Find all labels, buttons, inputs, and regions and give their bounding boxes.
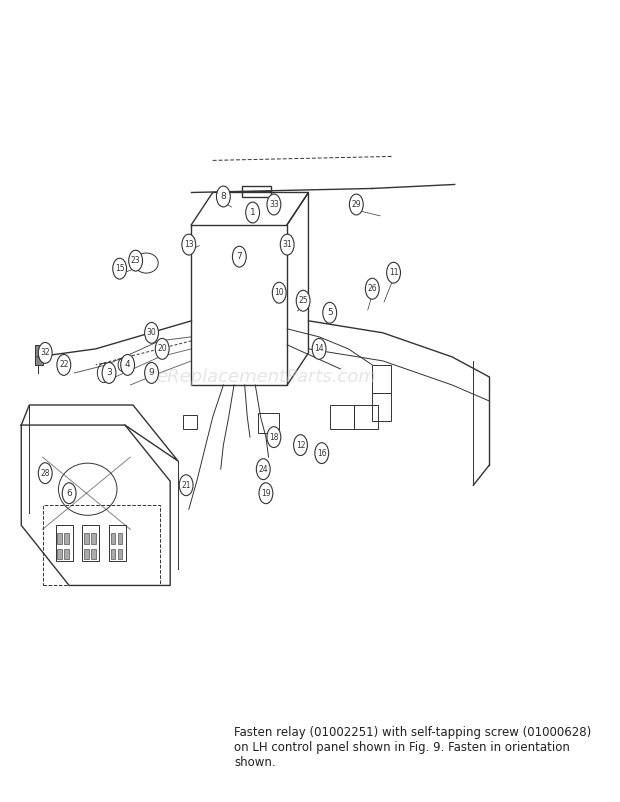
Circle shape xyxy=(315,443,329,464)
Circle shape xyxy=(259,483,273,504)
Text: 21: 21 xyxy=(182,480,191,490)
Text: 20: 20 xyxy=(157,344,167,354)
Circle shape xyxy=(365,278,379,299)
Text: 10: 10 xyxy=(275,288,284,298)
Circle shape xyxy=(144,363,159,383)
Text: 6: 6 xyxy=(66,488,72,498)
Circle shape xyxy=(144,322,159,343)
Circle shape xyxy=(267,427,281,448)
Circle shape xyxy=(296,290,310,311)
Bar xyxy=(84,533,89,544)
Text: 7: 7 xyxy=(236,252,242,261)
Bar xyxy=(118,533,122,544)
Text: 5: 5 xyxy=(327,308,332,318)
Circle shape xyxy=(280,234,294,255)
Text: 4: 4 xyxy=(125,360,130,370)
Bar xyxy=(372,393,391,421)
Bar xyxy=(353,405,378,429)
Circle shape xyxy=(38,342,52,363)
Bar xyxy=(64,533,69,544)
Text: 33: 33 xyxy=(269,200,279,209)
Text: 18: 18 xyxy=(269,432,278,442)
Text: 3: 3 xyxy=(106,368,112,378)
Circle shape xyxy=(323,302,337,323)
Bar xyxy=(330,405,353,429)
Text: Fasten relay (01002251) with self-tapping screw (01000628)
on LH control panel s: Fasten relay (01002251) with self-tappin… xyxy=(234,726,591,769)
Bar xyxy=(58,533,62,544)
Bar xyxy=(82,525,99,561)
Text: 9: 9 xyxy=(149,368,154,378)
Text: 16: 16 xyxy=(317,448,327,458)
Bar xyxy=(118,549,122,559)
Bar xyxy=(372,365,391,393)
Text: 11: 11 xyxy=(389,268,398,277)
Circle shape xyxy=(216,186,230,207)
Circle shape xyxy=(129,250,143,271)
Bar xyxy=(242,186,271,197)
Circle shape xyxy=(312,338,326,359)
Text: 28: 28 xyxy=(40,468,50,478)
Bar xyxy=(258,413,279,433)
Circle shape xyxy=(38,463,52,484)
Bar xyxy=(91,549,95,559)
Circle shape xyxy=(102,363,116,383)
Circle shape xyxy=(272,282,286,303)
Text: 31: 31 xyxy=(282,240,292,249)
Text: 24: 24 xyxy=(259,464,268,474)
Circle shape xyxy=(57,354,71,375)
Text: 1: 1 xyxy=(250,208,255,217)
Text: 15: 15 xyxy=(115,264,125,273)
Text: 30: 30 xyxy=(147,328,156,338)
Text: 12: 12 xyxy=(296,440,305,450)
Text: eReplacementParts.com: eReplacementParts.com xyxy=(156,368,376,386)
Circle shape xyxy=(256,459,270,480)
Bar xyxy=(35,345,43,365)
Circle shape xyxy=(155,338,169,359)
Bar xyxy=(110,549,115,559)
Circle shape xyxy=(387,262,401,283)
Text: 22: 22 xyxy=(59,360,69,370)
Text: 23: 23 xyxy=(131,256,140,265)
Bar xyxy=(109,525,126,561)
Bar xyxy=(56,525,73,561)
Circle shape xyxy=(113,258,126,279)
Circle shape xyxy=(267,194,281,215)
Bar xyxy=(91,533,95,544)
Bar xyxy=(110,533,115,544)
Bar xyxy=(58,549,62,559)
Circle shape xyxy=(121,354,135,375)
Circle shape xyxy=(294,435,308,456)
Circle shape xyxy=(350,194,363,215)
Text: 32: 32 xyxy=(40,348,50,358)
Bar xyxy=(84,549,89,559)
Text: 19: 19 xyxy=(261,488,271,498)
Text: 26: 26 xyxy=(368,284,377,294)
Text: 29: 29 xyxy=(352,200,361,209)
Text: 13: 13 xyxy=(184,240,193,249)
Circle shape xyxy=(62,483,76,504)
Text: 8: 8 xyxy=(221,192,226,201)
Text: 14: 14 xyxy=(314,344,324,354)
Circle shape xyxy=(179,475,193,496)
Circle shape xyxy=(246,202,260,223)
Circle shape xyxy=(232,246,246,267)
Bar xyxy=(184,415,197,429)
Text: 25: 25 xyxy=(298,296,308,306)
Bar xyxy=(64,549,69,559)
Circle shape xyxy=(182,234,196,255)
